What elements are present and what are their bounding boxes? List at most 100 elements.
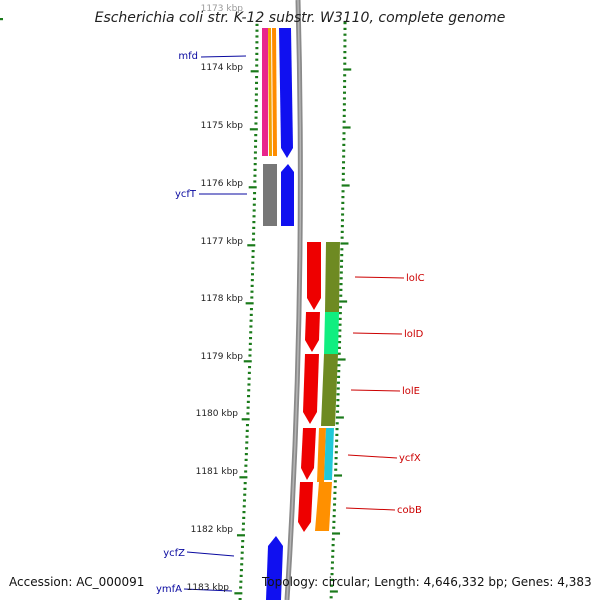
scale-tick [343,39,347,42]
gene-label-cobB[interactable]: cobB [397,505,422,516]
gene-label-lolE[interactable]: lolE [402,386,420,397]
scale-tick [340,248,344,251]
scale-tick [336,399,340,402]
scale-tick [342,120,346,123]
scale-ticks-right [329,22,352,599]
scale-tick [248,342,252,345]
scale-tick [338,323,342,326]
scale-tick [343,91,347,94]
scale-tick [331,555,335,558]
scale-tick [234,592,243,595]
gene-label-ycfX[interactable]: ycfX [399,453,421,464]
scale-tick [239,586,243,589]
leader-ymfA [183,588,233,592]
scale-label-1181: 1181 kbp [196,467,239,477]
leader-ycfZ [186,551,235,557]
scale-tick [247,371,251,374]
scale-tick [240,545,244,548]
scale-tick [249,331,253,334]
gene-label-mfd[interactable]: mfd [178,51,198,62]
scale-tick [342,138,346,141]
accession-text: Accession: AC_000091 [9,575,145,589]
scale-tick [252,215,256,218]
scale-tick [341,213,345,216]
leader-ycfX [347,454,398,459]
scale-tick [343,45,347,48]
scale-tick [341,190,345,193]
genome-summary-text: Topology: circular; Length: 4,646,332 bp… [262,575,592,589]
scale-tick [250,279,254,282]
scale-tick [336,410,340,413]
scale-tick [248,354,252,357]
scale-tick [341,172,345,175]
leader-cobB [345,507,396,511]
gene-label-lolC[interactable]: lolC [406,273,425,284]
feature-lolD-track-green [324,312,339,354]
scale-tick [242,511,246,514]
scale-tick [253,151,257,154]
feature-lolC-track-olive [325,242,340,312]
scale-tick [244,470,248,473]
scale-tick [342,132,346,135]
scale-tick [254,139,258,142]
scale-tick [244,464,248,467]
scale-tick [330,584,334,587]
feature-mfd-track-blue [279,28,293,158]
scale-tick [248,186,257,189]
scale-tick [334,462,338,465]
scale-tick [255,41,259,44]
scale-tick [240,557,244,560]
scale-tick [341,207,345,210]
scale-tick [247,389,251,392]
scale-tick [245,302,254,305]
scale-tick [242,505,246,508]
scale-tick [249,308,253,311]
gene-label-ycfZ[interactable]: ycfZ [163,548,185,559]
scale-tick [249,325,253,328]
scale-tick [337,364,341,367]
scale-tick [343,74,347,77]
scale-tick [330,567,334,570]
scale-tick [242,499,246,502]
leader-lolE [350,389,401,392]
scale-tick [343,22,347,25]
scale-tick [249,337,253,340]
feature-ycfX-track-orange [317,428,326,482]
scale-tick [330,573,334,576]
scale-tick [250,296,254,299]
scale-tick [338,317,342,320]
scale-tick [253,157,257,160]
scale-tick [339,288,343,291]
scale-tick [335,433,339,436]
scale-tick [239,569,243,572]
scale-labels: 1173 kbp 1174 kbp 1175 kbp 1176 kbp 1177… [187,4,244,593]
gene-label-ycfT[interactable]: ycfT [175,189,197,200]
feature-ycfT-track-blue [281,164,294,226]
scale-tick [252,203,256,206]
scale-tick [247,244,256,247]
scale-tick [239,580,243,583]
scale-tick [339,294,343,297]
feature-ycfZ-track-blue [266,536,283,600]
scale-tick [241,528,245,531]
scale-tick [337,346,341,349]
scale-tick [339,271,343,274]
scale-tick [255,47,259,50]
scale-tick [332,520,336,523]
scale-tick [340,254,344,257]
scale-tick [247,395,251,398]
scale-tick [339,300,348,303]
scale-label-1177: 1177 kbp [201,237,244,247]
scale-tick [244,458,248,461]
scale-label-1182: 1182 kbp [191,525,234,535]
scale-tick [249,313,253,316]
gene-label-ymfA[interactable]: ymfA [156,584,182,595]
scale-tick [341,201,345,204]
scale-tick [243,360,252,363]
scale-tick [337,375,341,378]
feature-mfd-track-magenta [262,28,268,156]
scale-tick [243,482,247,485]
gene-label-lolD[interactable]: lolD [404,329,424,340]
